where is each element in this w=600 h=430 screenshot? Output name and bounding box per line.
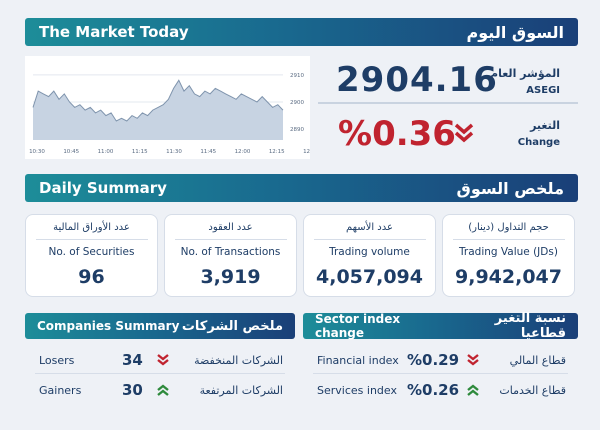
chart-x-tick-label: 11:30	[166, 149, 182, 155]
chart-x-tick-label: 12:30	[303, 149, 310, 155]
companies-row-value: 30	[122, 381, 143, 399]
sector-row-label-ar: قطاع المالي	[509, 353, 566, 367]
index-panel: 2904.16 المؤشر العام ASEGI %0.36 التغير …	[318, 56, 578, 159]
companies-title-ar: ملخص الشركات	[181, 318, 283, 334]
chevron-down-icon	[467, 354, 479, 366]
list-item: Financial index %0.29 قطاع المالي	[303, 346, 578, 374]
sector-title-en: Sector index change	[315, 312, 401, 340]
trading-volume-value: 4,057,094	[316, 266, 423, 288]
change-value: %0.36	[338, 114, 456, 154]
chart-y-tick-label: 2900	[290, 100, 304, 106]
trading-value-value: 9,942,047	[455, 266, 562, 288]
chart-line-series	[32, 79, 284, 122]
chevron-up-icon	[157, 384, 169, 396]
general-index-value: 2904.16	[336, 60, 498, 100]
row-divider	[35, 373, 285, 374]
market-title-ar: السوق اليوم	[466, 22, 564, 42]
chart-x-tick-label: 11:15	[132, 149, 148, 155]
companies-row-value: 34	[122, 351, 143, 369]
sector-row-value: %0.29	[407, 351, 460, 369]
daily-title-en: Daily Summary	[39, 179, 167, 197]
chart-x-tick-label: 12:15	[269, 149, 285, 155]
trading-value-label-ar: حجم التداول (دينار)	[468, 222, 549, 233]
transactions-label-ar: عدد العقود	[208, 222, 253, 233]
securities-card: عدد الأوراق المالية No. of Securities 96	[25, 214, 158, 297]
sector-row-label-en: Financial index	[317, 353, 399, 367]
intraday-chart: 10:30 10:45 11:00 11:15 11:30 11:45 12:00 12:15…	[25, 56, 310, 159]
chevron-down-icon	[454, 123, 474, 143]
companies-row-label-en: Losers	[39, 353, 75, 367]
chart-x-tick-label: 10:45	[63, 149, 79, 155]
companies-row-label-en: Gainers	[39, 383, 82, 397]
general-index-row: 2904.16 المؤشر العام ASEGI	[318, 56, 578, 104]
card-divider	[174, 239, 287, 240]
chart-y-tick-label: 2890	[290, 127, 304, 133]
chart-area-series	[33, 80, 283, 140]
general-index-label-ar: المؤشر العام	[490, 67, 560, 80]
general-index-label-en: ASEGI	[526, 85, 560, 96]
transactions-value: 3,919	[200, 266, 261, 288]
trading-value-card: حجم التداول (دينار) Trading Value (JDs) …	[442, 214, 575, 297]
companies-row-label-ar: الشركات المرتفعة	[199, 383, 283, 397]
list-item: Losers 34 الشركات المنخفضة	[25, 346, 295, 374]
companies-row-label-ar: الشركات المنخفضة	[194, 353, 283, 367]
chart-x-tick-label: 10:30	[29, 149, 45, 155]
change-label-en: Change	[517, 137, 560, 148]
row-divider	[313, 373, 568, 374]
market-today-banner: The Market Today السوق اليوم	[25, 18, 578, 46]
companies-summary-banner: Companies Summary ملخص الشركات	[25, 313, 295, 339]
trading-volume-label-en: Trading volume	[329, 246, 410, 258]
chart-x-tick-label: 12:00	[235, 149, 251, 155]
chart-x-tick-label: 11:45	[200, 149, 216, 155]
sector-index-banner: Sector index change نسبة التغير قطاعيا	[303, 311, 578, 341]
daily-title-ar: ملخص السوق	[456, 178, 564, 198]
trading-value-label-en: Trading Value (JDs)	[459, 246, 558, 258]
card-divider	[313, 239, 426, 240]
securities-label-ar: عدد الأوراق المالية	[53, 222, 130, 233]
change-row: %0.36 التغير Change	[318, 108, 578, 156]
change-label-ar: التغير	[530, 119, 560, 132]
sector-row-label-ar: قطاع الخدمات	[499, 383, 566, 397]
chart-y-tick-label: 2910	[290, 73, 304, 79]
list-item: Gainers 30 الشركات المرتفعة	[25, 376, 295, 404]
daily-summary-banner: Daily Summary ملخص السوق	[25, 174, 578, 202]
intraday-chart-svg: 10:30 10:45 11:00 11:15 11:30 11:45 12:00 12:15…	[29, 73, 310, 155]
card-divider	[35, 239, 148, 240]
market-title-en: The Market Today	[39, 23, 189, 41]
trading-volume-card: عدد الأسهم Trading volume 4,057,094	[303, 214, 436, 297]
companies-title-en: Companies Summary	[37, 319, 180, 333]
trading-volume-label-ar: عدد الأسهم	[346, 222, 393, 233]
sector-title-ar: نسبة التغير قطاعيا	[494, 311, 566, 341]
sector-row-value: %0.26	[407, 381, 460, 399]
chevron-up-icon	[467, 384, 479, 396]
card-divider	[452, 239, 565, 240]
securities-label-en: No. of Securities	[48, 246, 135, 258]
sector-row-label-en: Services index	[317, 383, 397, 397]
transactions-card: عدد العقود No. of Transactions 3,919	[164, 214, 297, 297]
list-item: Services index %0.26 قطاع الخدمات	[303, 376, 578, 404]
chevron-down-icon	[157, 354, 169, 366]
chart-x-tick-label: 11:00	[98, 149, 114, 155]
securities-value: 96	[78, 266, 105, 288]
transactions-label-en: No. of Transactions	[180, 246, 281, 258]
